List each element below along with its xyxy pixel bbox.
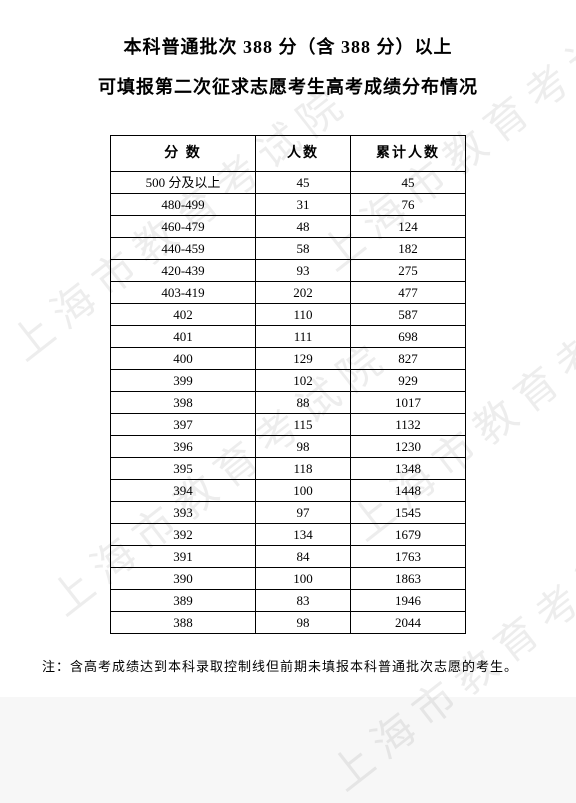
cell-score: 394 xyxy=(111,480,256,502)
cell-score: 397 xyxy=(111,414,256,436)
cell-cumulative: 1679 xyxy=(351,524,466,546)
cell-score: 440-459 xyxy=(111,238,256,260)
table-row: 480-4993176 xyxy=(111,194,466,216)
cell-cumulative: 1017 xyxy=(351,392,466,414)
header-score: 分 数 xyxy=(111,136,256,172)
header-cumulative: 累计人数 xyxy=(351,136,466,172)
cell-count: 88 xyxy=(256,392,351,414)
cell-count: 98 xyxy=(256,436,351,458)
table-row: 500 分及以上4545 xyxy=(111,172,466,194)
title-block: 本科普通批次 388 分（含 388 分）以上 可填报第二次征求志愿考生高考成绩… xyxy=(38,28,538,107)
cell-cumulative: 124 xyxy=(351,216,466,238)
cell-score: 420-439 xyxy=(111,260,256,282)
cell-cumulative: 477 xyxy=(351,282,466,304)
cell-count: 202 xyxy=(256,282,351,304)
cell-score: 396 xyxy=(111,436,256,458)
table-row: 3941001448 xyxy=(111,480,466,502)
table-row: 3901001863 xyxy=(111,568,466,590)
cell-score: 400 xyxy=(111,348,256,370)
cell-cumulative: 698 xyxy=(351,326,466,348)
footnote: 注：含高考成绩达到本科录取控制线但前期未填报本科普通批次志愿的考生。 xyxy=(38,656,538,675)
table-row: 402110587 xyxy=(111,304,466,326)
table-row: 396981230 xyxy=(111,436,466,458)
title-line-2: 可填报第二次征求志愿考生高考成绩分布情况 xyxy=(38,68,538,108)
cell-count: 102 xyxy=(256,370,351,392)
table-body: 500 分及以上4545480-4993176460-47948124440-4… xyxy=(111,172,466,634)
title-line-1: 本科普通批次 388 分（含 388 分）以上 xyxy=(38,28,538,68)
cell-cumulative: 827 xyxy=(351,348,466,370)
cell-score: 403-419 xyxy=(111,282,256,304)
cell-cumulative: 1448 xyxy=(351,480,466,502)
cell-cumulative: 1348 xyxy=(351,458,466,480)
cell-score: 500 分及以上 xyxy=(111,172,256,194)
cell-score: 391 xyxy=(111,546,256,568)
cell-count: 31 xyxy=(256,194,351,216)
table-row: 389831946 xyxy=(111,590,466,612)
cell-count: 118 xyxy=(256,458,351,480)
cell-score: 388 xyxy=(111,612,256,634)
cell-cumulative: 1132 xyxy=(351,414,466,436)
cell-count: 111 xyxy=(256,326,351,348)
cell-cumulative: 76 xyxy=(351,194,466,216)
cell-count: 45 xyxy=(256,172,351,194)
cell-count: 84 xyxy=(256,546,351,568)
table-row: 3971151132 xyxy=(111,414,466,436)
cell-count: 97 xyxy=(256,502,351,524)
table-row: 3951181348 xyxy=(111,458,466,480)
cell-count: 110 xyxy=(256,304,351,326)
cell-count: 100 xyxy=(256,480,351,502)
cell-score: 395 xyxy=(111,458,256,480)
cell-cumulative: 182 xyxy=(351,238,466,260)
cell-score: 389 xyxy=(111,590,256,612)
table-row: 400129827 xyxy=(111,348,466,370)
cell-score: 480-499 xyxy=(111,194,256,216)
table-row: 440-45958182 xyxy=(111,238,466,260)
cell-score: 402 xyxy=(111,304,256,326)
cell-count: 48 xyxy=(256,216,351,238)
score-table-wrap: 分 数 人数 累计人数 500 分及以上4545480-4993176460-4… xyxy=(38,135,538,634)
cell-count: 98 xyxy=(256,612,351,634)
cell-count: 93 xyxy=(256,260,351,282)
table-row: 460-47948124 xyxy=(111,216,466,238)
cell-score: 393 xyxy=(111,502,256,524)
cell-cumulative: 587 xyxy=(351,304,466,326)
table-row: 403-419202477 xyxy=(111,282,466,304)
header-count: 人数 xyxy=(256,136,351,172)
cell-cumulative: 2044 xyxy=(351,612,466,634)
table-row: 420-43993275 xyxy=(111,260,466,282)
table-row: 3921341679 xyxy=(111,524,466,546)
cell-cumulative: 929 xyxy=(351,370,466,392)
table-row: 388982044 xyxy=(111,612,466,634)
cell-cumulative: 1545 xyxy=(351,502,466,524)
cell-cumulative: 1946 xyxy=(351,590,466,612)
document-page: 上海市教育考试院 上海市教育考试院 上海市教育考试院 上海市教育考试院 上海市教… xyxy=(0,0,576,697)
cell-cumulative: 1863 xyxy=(351,568,466,590)
table-row: 391841763 xyxy=(111,546,466,568)
table-row: 399102929 xyxy=(111,370,466,392)
cell-count: 129 xyxy=(256,348,351,370)
table-row: 398881017 xyxy=(111,392,466,414)
cell-cumulative: 1763 xyxy=(351,546,466,568)
cell-score: 398 xyxy=(111,392,256,414)
cell-score: 392 xyxy=(111,524,256,546)
cell-count: 100 xyxy=(256,568,351,590)
cell-score: 390 xyxy=(111,568,256,590)
cell-count: 58 xyxy=(256,238,351,260)
cell-count: 83 xyxy=(256,590,351,612)
cell-cumulative: 45 xyxy=(351,172,466,194)
cell-count: 134 xyxy=(256,524,351,546)
table-header-row: 分 数 人数 累计人数 xyxy=(111,136,466,172)
table-row: 393971545 xyxy=(111,502,466,524)
table-row: 401111698 xyxy=(111,326,466,348)
score-distribution-table: 分 数 人数 累计人数 500 分及以上4545480-4993176460-4… xyxy=(110,135,466,634)
cell-cumulative: 275 xyxy=(351,260,466,282)
cell-cumulative: 1230 xyxy=(351,436,466,458)
cell-score: 399 xyxy=(111,370,256,392)
cell-score: 460-479 xyxy=(111,216,256,238)
cell-count: 115 xyxy=(256,414,351,436)
cell-score: 401 xyxy=(111,326,256,348)
